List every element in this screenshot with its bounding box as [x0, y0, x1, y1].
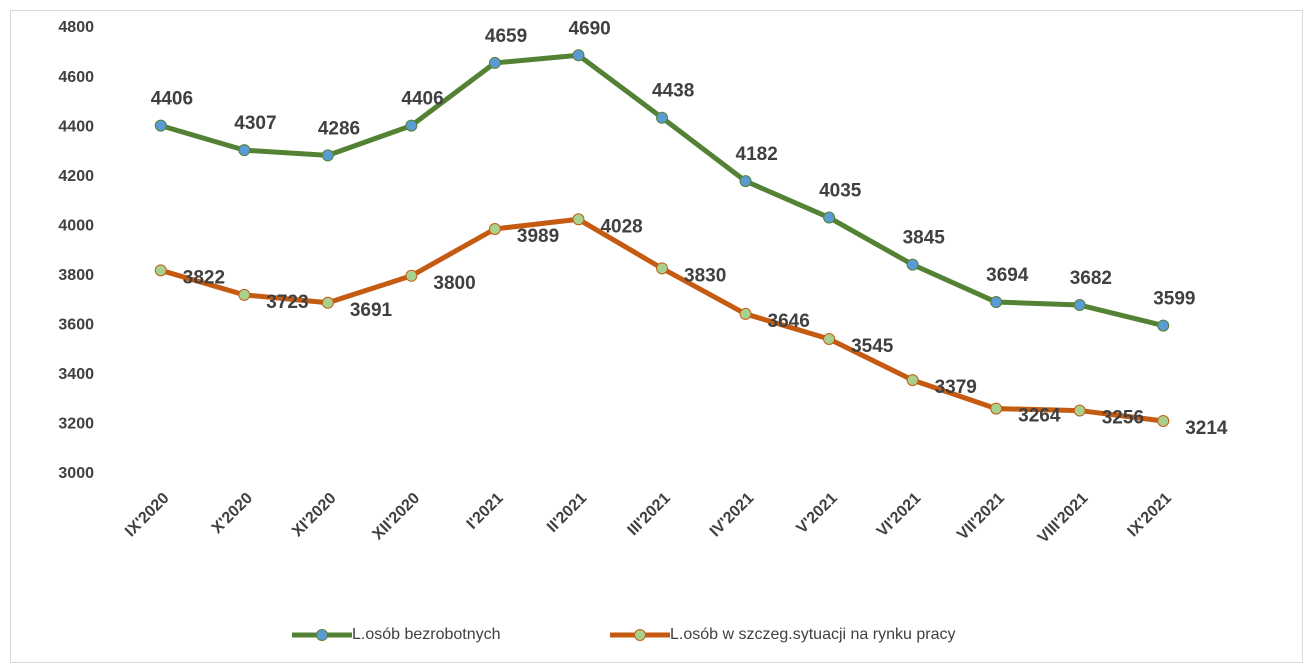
y-tick-label: 4000 — [58, 217, 94, 234]
marker — [238, 144, 251, 157]
legend-label: L.osób bezrobotnych — [352, 626, 501, 643]
data-label: 3845 — [903, 228, 946, 249]
y-tick-label: 4200 — [58, 168, 94, 185]
legend-label: L.osób w szczeg.sytuacji na rynku pracy — [670, 626, 955, 643]
marker — [1157, 319, 1170, 332]
chart-border — [10, 10, 1303, 663]
y-tick-label: 3800 — [58, 267, 94, 284]
marker — [488, 222, 501, 235]
marker — [154, 119, 167, 132]
marker — [1073, 404, 1086, 417]
marker — [823, 211, 836, 224]
marker — [154, 264, 167, 277]
data-label: 4286 — [318, 118, 360, 139]
data-label: 3599 — [1153, 289, 1195, 310]
y-tick-label: 3200 — [58, 416, 94, 433]
legend-marker — [316, 629, 328, 641]
data-label: 3830 — [684, 265, 726, 286]
marker — [656, 111, 668, 124]
marker — [572, 49, 585, 62]
data-label: 3822 — [183, 267, 225, 288]
marker — [488, 56, 501, 69]
data-label: 4307 — [234, 113, 276, 134]
marker — [990, 296, 1003, 309]
marker — [823, 332, 836, 345]
marker — [321, 149, 334, 162]
data-label: 3646 — [768, 311, 810, 332]
data-label: 3214 — [1185, 418, 1228, 439]
y-tick-label: 3400 — [58, 366, 94, 383]
marker — [906, 374, 919, 387]
data-label: 3694 — [986, 265, 1029, 286]
data-label: 4406 — [151, 89, 193, 110]
data-label: 3545 — [851, 336, 894, 357]
marker — [739, 175, 752, 188]
marker — [572, 213, 585, 226]
data-label: 4028 — [600, 216, 642, 237]
data-label: 4690 — [568, 18, 610, 39]
data-label: 3800 — [433, 273, 475, 294]
marker — [405, 269, 418, 282]
data-label: 4438 — [652, 81, 694, 102]
data-label: 3723 — [266, 292, 308, 313]
data-label: 3264 — [1018, 406, 1061, 427]
marker — [405, 119, 418, 132]
marker — [238, 288, 251, 301]
data-label: 4659 — [485, 26, 527, 47]
marker — [906, 258, 919, 271]
data-label: 4182 — [736, 144, 778, 165]
y-tick-label: 3000 — [58, 465, 94, 482]
y-tick-label: 3600 — [58, 317, 94, 334]
marker — [321, 296, 334, 309]
data-label: 4406 — [401, 89, 443, 110]
marker — [739, 307, 752, 320]
marker — [1157, 414, 1170, 427]
marker — [656, 262, 668, 275]
data-label: 3682 — [1070, 268, 1112, 289]
data-label: 4035 — [819, 181, 862, 202]
data-label: 3379 — [935, 377, 977, 398]
data-label: 3989 — [517, 226, 559, 247]
y-tick-label: 4400 — [58, 118, 94, 135]
y-tick-label: 4800 — [58, 19, 94, 36]
data-label: 3256 — [1102, 408, 1144, 429]
data-label: 3691 — [350, 300, 393, 321]
y-tick-label: 4600 — [58, 69, 94, 86]
marker — [1073, 299, 1086, 312]
marker — [990, 402, 1003, 415]
legend-marker — [634, 629, 646, 641]
